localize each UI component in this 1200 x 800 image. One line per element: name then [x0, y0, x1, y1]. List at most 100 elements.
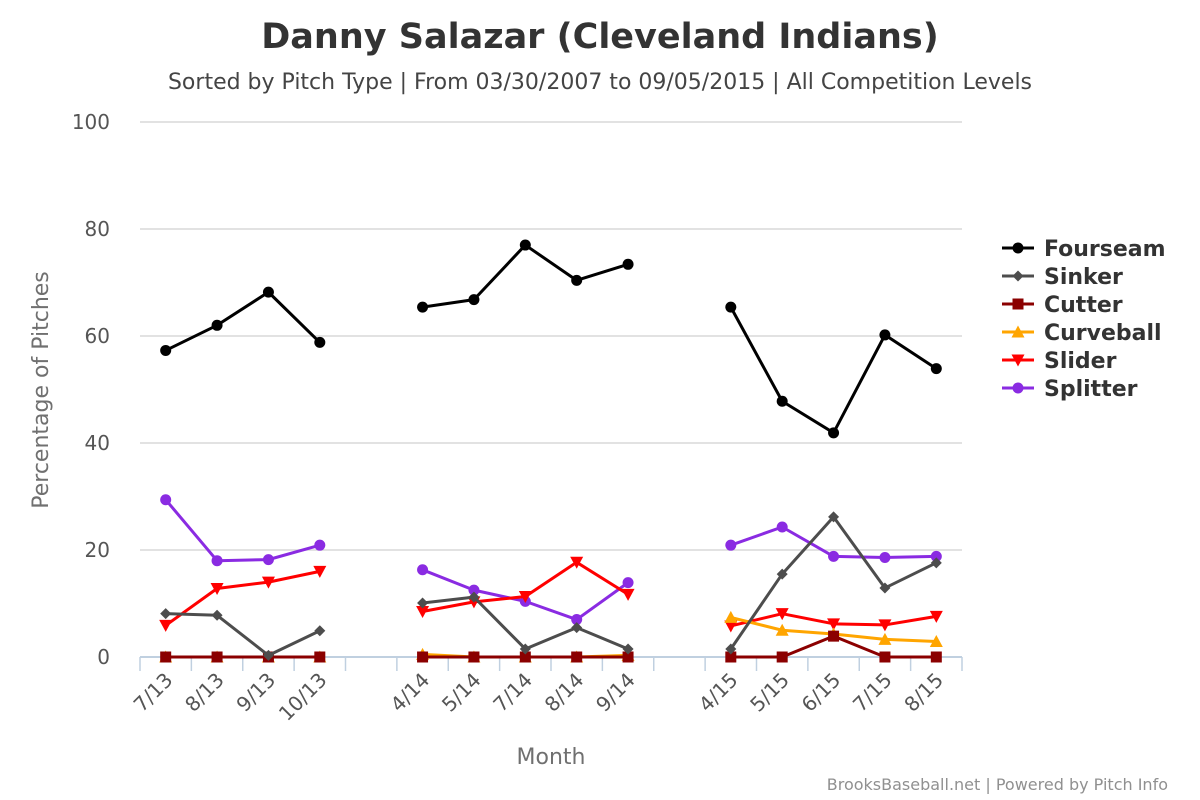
x-tick-label: 4/15: [694, 668, 743, 717]
data-point-fourseam: [519, 239, 531, 251]
data-point-cutter: [468, 651, 480, 663]
data-point-slider: [159, 619, 173, 632]
y-tick-label: 60: [85, 324, 110, 348]
data-point-fourseam: [314, 336, 326, 348]
data-point-sinker: [160, 608, 172, 620]
data-point-slider: [929, 610, 943, 623]
legend: Fourseam Sinker Cutter Curveball Slider Split…: [1002, 237, 1166, 402]
x-tick-label: 8/13: [180, 668, 229, 717]
legend-label-cutter: Cutter: [1044, 293, 1123, 318]
x-tick-label: 9/14: [591, 668, 640, 717]
x-tick-label: 4/14: [386, 668, 435, 717]
data-point-splitter: [571, 614, 583, 626]
chart-title: Danny Salazar (Cleveland Indians): [261, 17, 938, 57]
data-point-cutter: [160, 651, 172, 663]
data-point-splitter: [468, 584, 480, 596]
data-point-cutter: [725, 651, 737, 663]
legend-label-slider: Slider: [1044, 349, 1117, 374]
x-tick-label: 10/13: [274, 668, 332, 726]
series-sinker: [160, 511, 942, 661]
series-line-fourseam: [165, 290, 321, 352]
x-tick-label: 5/14: [437, 668, 486, 717]
data-point-cutter: [211, 651, 223, 663]
grid-lines: [140, 121, 962, 551]
x-tick-label: 7/15: [848, 668, 897, 717]
data-point-cutter: [828, 630, 840, 642]
series-cutter: [160, 630, 942, 663]
data-point-slider: [621, 588, 635, 601]
chart-subtitle: Sorted by Pitch Type | From 03/30/2007 t…: [168, 70, 1032, 95]
data-point-fourseam: [622, 258, 634, 270]
y-tick-label: 20: [85, 538, 110, 562]
data-point-fourseam: [571, 274, 583, 286]
x-axis-title: Month: [517, 745, 586, 770]
data-point-splitter: [262, 554, 274, 566]
legend-marker-cutter: [1012, 298, 1024, 310]
series-line-splitter: [164, 498, 321, 563]
x-tick-label: 8/15: [899, 668, 948, 717]
series-layer: [159, 239, 943, 663]
data-point-fourseam: [417, 301, 429, 313]
series-line-fourseam: [422, 243, 629, 309]
series-line-fourseam: [729, 306, 938, 435]
data-point-slider: [724, 620, 738, 633]
data-point-fourseam: [828, 427, 840, 439]
x-tick-label: 7/13: [129, 668, 178, 717]
data-point-sinker: [314, 625, 326, 637]
data-point-slider: [570, 556, 584, 569]
data-point-slider: [827, 618, 841, 631]
series-line-sinker: [165, 612, 321, 657]
legend-marker-curveball: [1011, 325, 1025, 338]
data-point-slider: [878, 619, 892, 632]
data-point-curveball: [724, 610, 738, 623]
data-point-slider: [518, 591, 532, 604]
data-point-slider: [775, 608, 789, 621]
data-point-splitter: [211, 555, 223, 567]
data-point-sinker: [725, 643, 737, 655]
data-point-splitter: [776, 521, 788, 533]
data-point-cutter: [571, 651, 583, 663]
legend-label-fourseam: Fourseam: [1044, 237, 1166, 262]
y-tick-label: 100: [72, 110, 110, 134]
y-axis-ticks: 0 20 40 60 80 100: [72, 110, 110, 669]
legend-marker-slider: [1011, 354, 1025, 367]
data-point-splitter: [417, 564, 429, 576]
data-point-fourseam: [776, 395, 788, 407]
data-point-fourseam: [725, 301, 737, 313]
data-point-slider: [210, 583, 224, 596]
data-point-sinker: [879, 582, 891, 594]
series-slider: [159, 556, 943, 633]
legend-item-fourseam: Fourseam: [1002, 237, 1166, 262]
data-point-fourseam: [160, 344, 172, 356]
data-point-splitter: [828, 550, 840, 562]
data-point-splitter: [622, 577, 634, 589]
data-point-sinker: [622, 643, 634, 655]
data-point-slider: [313, 565, 327, 578]
legend-marker-splitter: [1012, 382, 1024, 394]
data-point-splitter: [930, 550, 942, 562]
data-point-cutter: [417, 651, 429, 663]
data-point-cutter: [519, 651, 531, 663]
legend-label-curveball: Curveball: [1044, 321, 1162, 346]
data-point-sinker: [211, 609, 223, 621]
data-point-sinker: [776, 568, 788, 580]
data-point-splitter: [879, 551, 891, 563]
y-tick-label: 0: [97, 645, 110, 669]
data-point-fourseam: [879, 329, 891, 341]
legend-label-splitter: Splitter: [1044, 377, 1138, 402]
x-tick-label: 8/14: [540, 668, 589, 717]
data-point-sinker: [930, 557, 942, 569]
data-point-fourseam: [262, 286, 274, 298]
data-point-cutter: [776, 651, 788, 663]
data-point-splitter: [160, 494, 172, 506]
data-point-curveball: [929, 634, 943, 647]
data-point-sinker: [519, 643, 531, 655]
y-tick-label: 40: [85, 431, 110, 455]
y-tick-label: 80: [85, 217, 110, 241]
legend-item-cutter: Cutter: [1002, 293, 1123, 318]
data-point-splitter: [725, 539, 737, 551]
x-tick-label: 5/15: [745, 668, 794, 717]
y-axis-title: Percentage of Pitches: [29, 271, 54, 509]
